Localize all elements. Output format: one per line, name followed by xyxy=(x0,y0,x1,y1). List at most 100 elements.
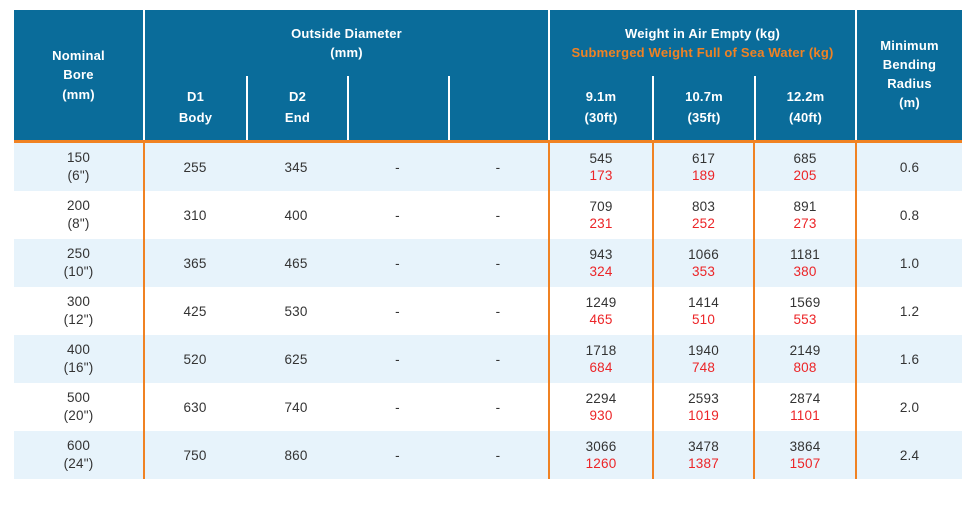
cell-weight-10-7m: 2593 1019 xyxy=(652,383,753,431)
submerged-weight-value: 510 xyxy=(691,312,716,327)
cell-min-bending-radius: 2.4 xyxy=(855,431,962,479)
air-weight-value: 1249 xyxy=(585,294,617,310)
cell-nominal-bore: 300 (12") xyxy=(63,294,94,327)
cell-weight-12-2m: 685 205 xyxy=(753,143,855,191)
header-d2-end: D2 End xyxy=(246,76,347,140)
header-length-10-7m: 10.7m (35ft) xyxy=(652,76,754,140)
cell-d1-body: 425 xyxy=(143,287,245,335)
submerged-weight-value: 930 xyxy=(589,408,613,423)
header-length-12-2m: 12.2m (40ft) xyxy=(754,76,855,140)
header-length-9-1m: 9.1m (30ft) xyxy=(584,88,618,126)
cell-weight-9-1m: 2294 930 xyxy=(548,383,652,431)
submerged-weight-value: 1387 xyxy=(688,456,719,471)
cell-weight-12-2m: 1569 553 xyxy=(753,287,855,335)
cell-d2-end: 860 xyxy=(284,447,308,463)
air-weight-value: 685 xyxy=(793,150,817,166)
table-header: Nominal Bore (mm) Outside Diameter (mm) … xyxy=(14,10,962,143)
cell-weight-9-1m: 1718 684 xyxy=(548,335,652,383)
air-weight-value: 1181 xyxy=(790,246,820,262)
cell-od-empty-1: - xyxy=(395,159,400,175)
air-weight-value: 1940 xyxy=(688,342,719,358)
submerged-weight-value: 1101 xyxy=(790,408,820,423)
cell-nominal-bore: 150 (6") xyxy=(66,150,91,183)
cell-od-empty-1: - xyxy=(395,351,400,367)
cell-nominal-bore: 500 (20") xyxy=(63,390,94,423)
cell-weight-10-7m: 1066 353 xyxy=(652,239,753,287)
cell-nominal-bore: 200 (8") xyxy=(66,198,91,231)
air-weight-value: 1414 xyxy=(688,294,719,310)
cell-d1-body: 365 xyxy=(143,239,245,287)
submerged-weight-value: 273 xyxy=(793,216,817,231)
air-weight-value: 2149 xyxy=(789,342,821,358)
cell-od-empty-2: - xyxy=(495,207,501,223)
cell-d1-body: 255 xyxy=(143,143,245,191)
submerged-weight-value: 231 xyxy=(589,216,613,231)
submerged-weight-value: 465 xyxy=(589,312,613,327)
table-body: 150 (6") 255 345 - - 545 173 617 189 685… xyxy=(14,143,962,479)
air-weight-value: 709 xyxy=(589,198,613,214)
cell-weight-12-2m: 2874 1101 xyxy=(753,383,855,431)
cell-weight-9-1m: 1249 465 xyxy=(548,287,652,335)
d2-label: D2 xyxy=(288,88,307,104)
table-row: 400 (16") 520 625 - - 1718 684 1940 748 … xyxy=(14,335,962,383)
cell-weight-10-7m: 803 252 xyxy=(652,191,753,239)
cell-d2-end: 740 xyxy=(284,399,308,415)
outside-diameter-title: Outside Diameter (mm) xyxy=(291,25,402,61)
cell-d1-body: 310 xyxy=(143,191,245,239)
table-row: 600 (24") 750 860 - - 3066 1260 3478 138… xyxy=(14,431,962,479)
cell-weight-9-1m: 709 231 xyxy=(548,191,652,239)
table-row: 250 (10") 365 465 - - 943 324 1066 353 1… xyxy=(14,239,962,287)
cell-min-bending-radius: 1.2 xyxy=(855,287,962,335)
header-d1-body: D1 Body xyxy=(145,76,246,140)
table-row: 150 (6") 255 345 - - 545 173 617 189 685… xyxy=(14,143,962,191)
air-weight-value: 2294 xyxy=(585,390,617,406)
cell-od-empty-2: - xyxy=(495,159,501,175)
cell-od-empty-2: - xyxy=(495,255,501,271)
cell-nominal-bore: 400 (16") xyxy=(63,342,94,375)
submerged-weight-value: 252 xyxy=(691,216,716,231)
cell-weight-9-1m: 545 173 xyxy=(548,143,652,191)
submerged-weight-value: 353 xyxy=(691,264,716,279)
air-weight-value: 1066 xyxy=(688,246,719,262)
header-group-outside-diameter: Outside Diameter (mm) D1 Body D2 End xyxy=(143,10,548,140)
cell-d1-body: 630 xyxy=(143,383,245,431)
air-weight-value: 1718 xyxy=(585,342,617,358)
air-weight-value: 2593 xyxy=(688,390,719,406)
air-weight-value: 545 xyxy=(589,150,613,166)
cell-min-bending-radius: 1.6 xyxy=(855,335,962,383)
submerged-weight-value: 1507 xyxy=(789,456,821,471)
air-weight-value: 617 xyxy=(691,150,716,166)
header-nominal-bore: Nominal Bore (mm) xyxy=(52,47,105,102)
cell-weight-12-2m: 3864 1507 xyxy=(753,431,855,479)
header-group-weight: Weight in Air Empty (kg) Submerged Weigh… xyxy=(548,10,855,140)
cell-d2-end: 465 xyxy=(284,255,308,271)
air-weight-value: 2874 xyxy=(789,390,821,406)
submerged-weight-value: 1019 xyxy=(688,408,719,423)
cell-d2-end: 400 xyxy=(284,207,308,223)
cell-od-empty-2: - xyxy=(495,351,501,367)
cell-weight-10-7m: 617 189 xyxy=(652,143,753,191)
cell-od-empty-2: - xyxy=(495,399,501,415)
weight-in-air-title: Weight in Air Empty (kg) xyxy=(624,25,781,41)
table-row: 200 (8") 310 400 - - 709 231 803 252 891… xyxy=(14,191,962,239)
submerged-weight-value: 748 xyxy=(691,360,716,375)
d1-sublabel: Body xyxy=(178,110,213,126)
cell-weight-12-2m: 891 273 xyxy=(753,191,855,239)
cell-d2-end: 530 xyxy=(284,303,308,319)
header-od-empty-1 xyxy=(347,76,448,140)
cell-weight-10-7m: 1414 510 xyxy=(652,287,753,335)
cell-weight-9-1m: 3066 1260 xyxy=(548,431,652,479)
d2-sublabel: End xyxy=(284,110,311,126)
cell-weight-9-1m: 943 324 xyxy=(548,239,652,287)
cell-min-bending-radius: 0.8 xyxy=(855,191,962,239)
submerged-weight-value: 1260 xyxy=(585,456,617,471)
air-weight-value: 803 xyxy=(691,198,716,214)
submerged-weight-value: 380 xyxy=(793,264,817,279)
air-weight-value: 3864 xyxy=(789,438,821,454)
cell-od-empty-1: - xyxy=(395,447,400,463)
air-weight-value: 3066 xyxy=(585,438,617,454)
cell-min-bending-radius: 1.0 xyxy=(855,239,962,287)
pipe-specification-table: Nominal Bore (mm) Outside Diameter (mm) … xyxy=(14,10,962,479)
cell-d1-body: 750 xyxy=(143,431,245,479)
cell-od-empty-2: - xyxy=(495,447,501,463)
